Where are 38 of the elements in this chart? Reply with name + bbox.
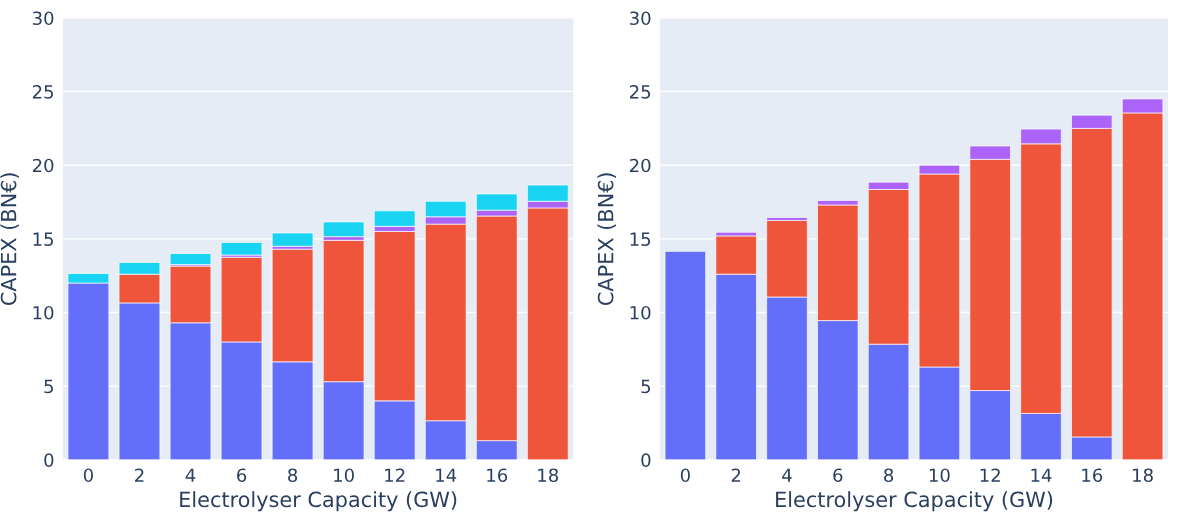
x-tick-label: 18 (1133, 468, 1153, 483)
x-axis-title: Electrolyser Capacity (GW) (180, 491, 457, 512)
x-tick-label: 4 (185, 468, 196, 482)
y-tick-label: 25 (629, 85, 651, 99)
y-tick-label: 15 (630, 232, 651, 246)
y-tick-label: 20 (629, 158, 651, 173)
y-tick-label: 30 (630, 11, 651, 26)
x-tick-label: 0 (680, 468, 690, 483)
x-tick-label: 10 (929, 468, 950, 483)
y-axis-title: CAPEX (BN€) (0, 173, 19, 306)
x-tick-label: 8 (884, 468, 894, 483)
x-tick-label: 14 (1031, 468, 1052, 482)
x-tick-label: 16 (487, 468, 508, 483)
x-tick-label: 2 (731, 468, 741, 482)
x-axis-title: Electrolyser Capacity (GW) (776, 491, 1053, 512)
y-tick-label: 0 (44, 453, 54, 467)
y-tick-label: 30 (32, 11, 54, 26)
x-tick-label: 8 (288, 468, 298, 483)
x-tick-label: 4 (782, 468, 792, 482)
x-tick-label: 14 (436, 468, 457, 482)
x-tick-label: 12 (385, 468, 405, 482)
x-tick-label: 16 (1082, 468, 1103, 483)
y-tick-label: 10 (33, 305, 54, 320)
x-tick-label: 0 (83, 468, 93, 483)
y-tick-label: 5 (44, 379, 53, 394)
y-tick-label: 20 (32, 158, 54, 173)
x-tick-label: 2 (135, 468, 144, 482)
y-tick-label: 10 (630, 305, 651, 320)
y-axis-title: CAPEX (BN€) (597, 173, 616, 306)
y-tick-label: 25 (32, 85, 53, 99)
y-tick-label: 15 (33, 232, 53, 246)
y-tick-label: 0 (641, 453, 651, 467)
x-tick-label: 6 (833, 468, 843, 483)
x-tick-label: 12 (980, 468, 1000, 482)
x-tick-label: 6 (237, 468, 247, 483)
x-tick-label: 18 (538, 468, 559, 483)
x-tick-label: 10 (334, 468, 354, 483)
y-tick-label: 5 (641, 379, 651, 394)
